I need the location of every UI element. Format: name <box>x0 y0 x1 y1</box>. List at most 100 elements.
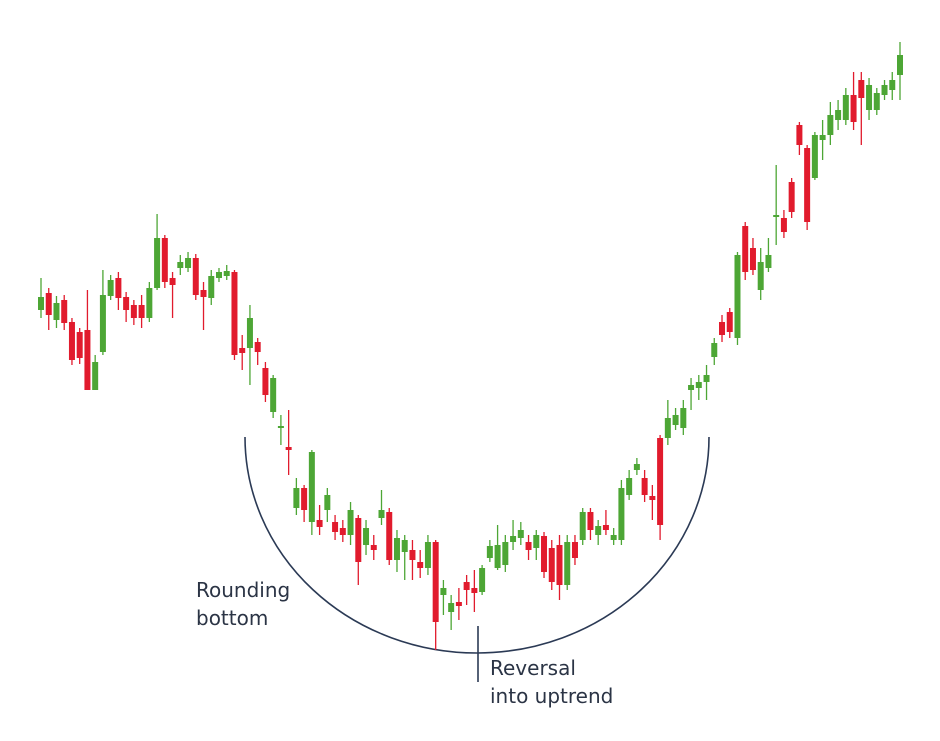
candle-body <box>541 536 548 572</box>
candle-body <box>866 85 873 110</box>
annotation: bottom <box>196 606 268 630</box>
candle-body <box>332 522 339 532</box>
candle-body <box>719 322 726 335</box>
candle-body <box>270 378 277 412</box>
candle-body <box>424 542 431 568</box>
candle-body <box>502 542 509 565</box>
candle-body <box>703 375 710 382</box>
candle-body <box>726 312 733 332</box>
candle-body <box>130 305 137 318</box>
candle-body <box>835 110 842 120</box>
candle-body <box>440 588 447 595</box>
candle-body <box>641 478 648 495</box>
candle-body <box>200 290 207 297</box>
candle-body <box>858 80 865 98</box>
annotation: into uptrend <box>490 684 613 708</box>
candle-body <box>285 447 292 450</box>
candle-body <box>850 95 857 122</box>
candle-body <box>208 276 215 298</box>
candle-body <box>657 438 664 525</box>
candle-body <box>409 550 416 560</box>
candle-body <box>773 215 780 217</box>
candle-body <box>107 280 114 296</box>
candle-body <box>432 542 439 622</box>
candle-body <box>680 408 687 428</box>
candle-body <box>517 530 524 538</box>
candle-body <box>471 588 478 593</box>
candle-body <box>223 271 230 276</box>
candle-body <box>161 238 168 282</box>
candle-body <box>448 603 455 612</box>
candle-body <box>873 93 880 110</box>
candle-body <box>92 362 99 390</box>
candle-body <box>633 464 640 470</box>
candle-body <box>788 182 795 212</box>
candle-body <box>355 518 362 562</box>
candle-body <box>711 343 718 357</box>
candle-body <box>417 562 424 568</box>
candle-body <box>626 478 633 495</box>
candle-body <box>277 426 284 428</box>
candle-body <box>827 115 834 135</box>
candle-body <box>533 535 540 548</box>
candle-body <box>61 300 68 323</box>
candle-body <box>146 288 153 318</box>
candle-body <box>510 536 517 542</box>
candle-body <box>316 520 323 527</box>
candle-body <box>749 248 756 270</box>
candle-body <box>649 496 656 500</box>
annotation: Reversal <box>490 656 576 680</box>
candle-body <box>254 342 261 352</box>
candle-body <box>154 238 161 288</box>
candle-body <box>169 278 176 285</box>
candle-body <box>293 488 300 508</box>
candle-body <box>339 528 346 535</box>
candle-body <box>579 512 586 540</box>
candle-body <box>765 255 772 268</box>
candle-body <box>185 258 192 268</box>
candle-body <box>115 278 122 298</box>
candle-body <box>76 332 83 358</box>
candle-body <box>780 218 787 232</box>
candle-body <box>811 135 818 178</box>
candle-body <box>479 568 486 592</box>
candle-body <box>378 510 385 518</box>
candle-body <box>463 582 470 590</box>
candle-body <box>246 318 253 348</box>
candle-body <box>525 542 532 550</box>
candle-body <box>347 510 354 535</box>
candle-body <box>804 148 811 222</box>
candle-body <box>602 525 609 530</box>
candle-body <box>68 322 75 360</box>
candle-body <box>486 546 493 558</box>
candle-body <box>595 526 602 535</box>
candle-body <box>239 348 246 353</box>
candle-body <box>881 85 888 95</box>
candle-body <box>386 512 393 560</box>
candle-body <box>688 385 695 390</box>
candle-body <box>664 418 671 438</box>
candle-body <box>819 135 826 140</box>
candle-body <box>324 495 331 510</box>
candle-body <box>363 528 370 545</box>
candle-body <box>99 295 106 352</box>
candle-body <box>84 330 91 390</box>
candle-body <box>401 540 408 552</box>
candle-body <box>262 368 269 395</box>
candle-body <box>842 95 849 120</box>
candle-body <box>556 545 563 585</box>
candle-body <box>53 303 60 320</box>
candle-body <box>45 293 52 315</box>
candle-body <box>38 297 44 310</box>
candle-body <box>301 488 308 510</box>
candle-body <box>742 226 749 272</box>
annotation: Rounding <box>196 578 290 602</box>
candle-body <box>123 297 130 310</box>
candle-body <box>494 545 501 568</box>
rounding-arc <box>244 436 710 654</box>
candle-body <box>889 80 896 90</box>
candle-body <box>897 55 903 75</box>
candle-body <box>734 255 741 338</box>
candle-body <box>231 272 238 355</box>
